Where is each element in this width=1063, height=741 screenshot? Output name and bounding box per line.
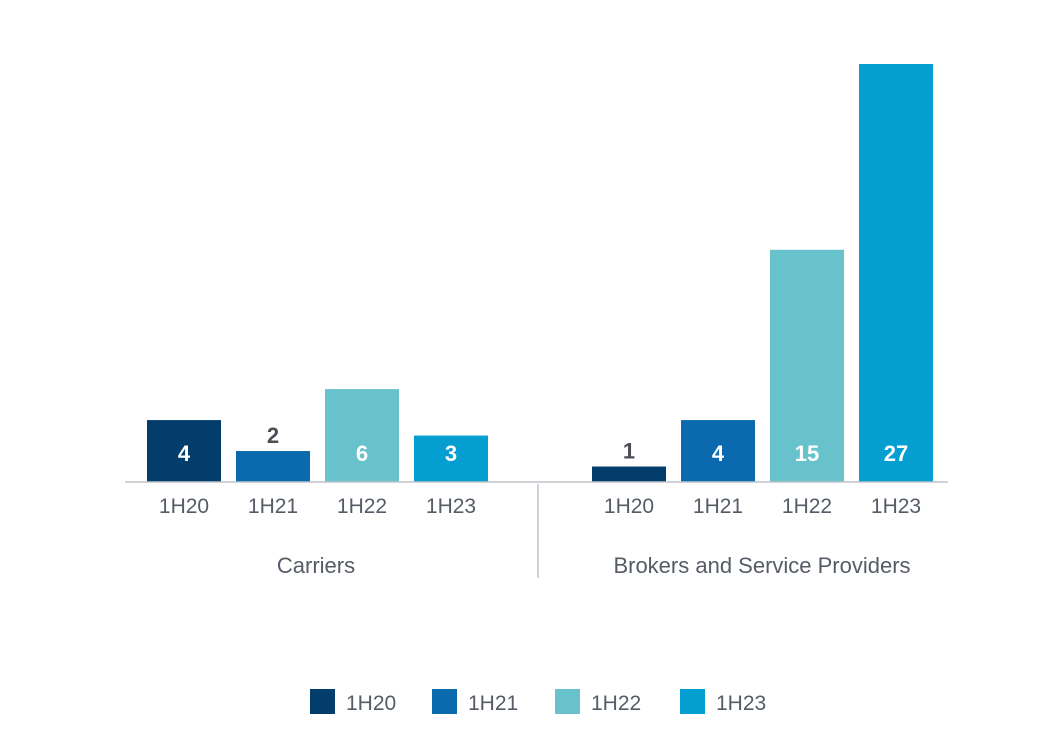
legend-swatch	[432, 689, 457, 714]
value-label: 2	[267, 423, 279, 448]
legend-label: 1H22	[591, 692, 641, 715]
bar-1h21	[236, 451, 310, 482]
bar-1h20	[592, 466, 666, 482]
value-label: 15	[795, 441, 819, 466]
value-label: 4	[712, 441, 725, 466]
legend-item-1h20: 1H20	[310, 689, 396, 715]
x-tick-label: 1H20	[604, 495, 654, 518]
value-label: 1	[623, 439, 635, 464]
bar-1h23	[414, 435, 488, 482]
value-label: 3	[445, 441, 457, 466]
legend-item-1h23: 1H23	[680, 689, 766, 715]
group-label: Carriers	[277, 553, 355, 578]
legend-label: 1H23	[716, 692, 766, 715]
x-tick-label: 1H21	[248, 495, 298, 518]
group-label: Brokers and Service Providers	[613, 553, 910, 578]
bar-1h22	[325, 389, 399, 482]
x-tick-label: 1H20	[159, 495, 209, 518]
x-tick-label: 1H22	[337, 495, 387, 518]
legend-swatch	[555, 689, 580, 714]
value-label: 4	[178, 441, 191, 466]
x-tick-label: 1H23	[871, 495, 921, 518]
x-tick-label: 1H21	[693, 495, 743, 518]
bar-1h21	[681, 420, 755, 482]
bar-1h23	[859, 64, 933, 482]
x-tick-label: 1H23	[426, 495, 476, 518]
x-tick-label: 1H22	[782, 495, 832, 518]
legend-label: 1H20	[346, 692, 396, 715]
bar-1h22	[770, 249, 844, 482]
legend-swatch	[310, 689, 335, 714]
value-label: 6	[356, 441, 368, 466]
legend-item-1h21: 1H21	[432, 689, 518, 715]
legend-item-1h22: 1H22	[555, 689, 641, 715]
legend-label: 1H21	[468, 692, 518, 715]
value-label: 27	[884, 441, 908, 466]
bar-1h20	[147, 420, 221, 482]
legend-swatch	[680, 689, 705, 714]
